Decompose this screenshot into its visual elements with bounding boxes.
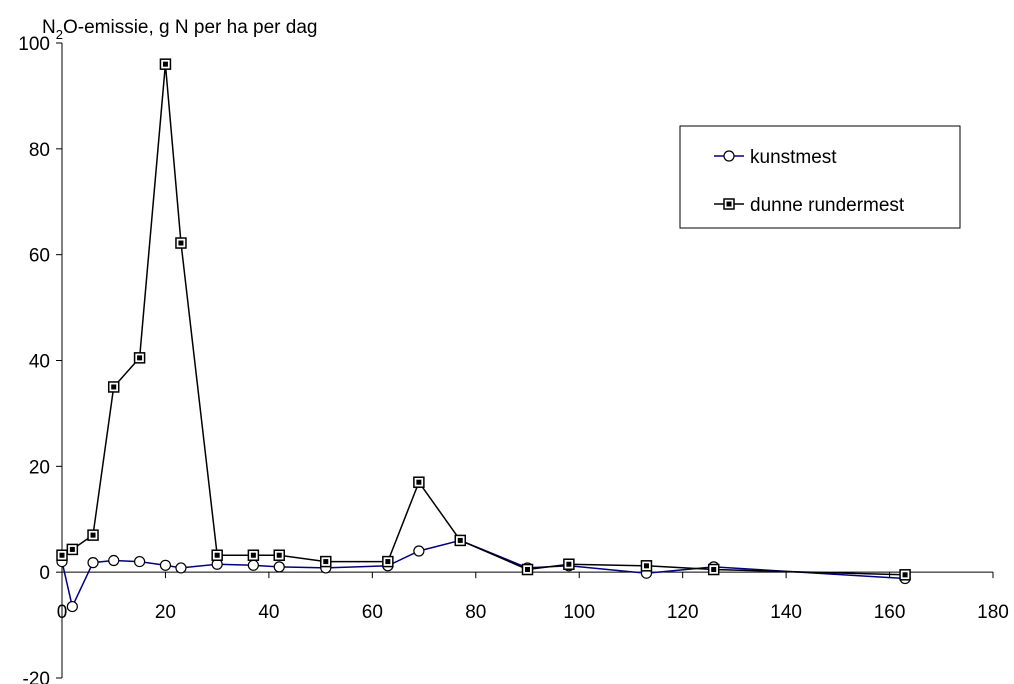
series-1 — [56, 58, 911, 581]
square-marker-fill — [276, 552, 282, 558]
square-marker-fill — [323, 559, 329, 565]
legend-box — [679, 125, 961, 229]
square-marker-fill — [137, 355, 143, 361]
square-marker-fill — [902, 572, 908, 578]
circle-marker — [413, 545, 425, 557]
square-marker-fill — [250, 552, 256, 558]
x-tick-label: 160 — [874, 602, 906, 623]
square-marker-fill — [69, 546, 75, 552]
legend-item: kunstmest — [714, 147, 837, 168]
square-marker-fill — [711, 567, 717, 573]
y-tick-label: 60 — [29, 246, 50, 267]
legend-item: dunne rundermest — [714, 195, 905, 216]
y-tick-label: -20 — [23, 669, 50, 684]
square-marker-fill — [214, 552, 220, 558]
circle-marker — [108, 554, 120, 567]
x-tick-label: 180 — [977, 602, 1009, 623]
circle-marker — [723, 150, 735, 162]
circle-marker — [159, 559, 172, 571]
circle-marker — [87, 557, 99, 569]
square-marker-fill — [457, 537, 463, 543]
y-tick-label: 0 — [39, 563, 50, 584]
x-tick-label: 40 — [258, 602, 279, 623]
square-marker-fill — [178, 240, 184, 246]
legend-label: dunne rundermest — [750, 195, 905, 216]
x-tick-label: 120 — [667, 602, 699, 623]
square-marker-fill — [162, 61, 168, 67]
square-marker-fill — [59, 552, 65, 558]
x-tick-label: 0 — [57, 602, 68, 623]
x-tick-label: 20 — [155, 602, 176, 623]
square-marker-fill — [111, 384, 117, 390]
square-marker-fill — [643, 563, 649, 569]
x-tick-label: 80 — [465, 602, 486, 623]
x-tick-label: 100 — [563, 602, 595, 623]
circle-marker — [247, 559, 259, 571]
x-tick-label: 60 — [362, 602, 383, 623]
square-marker-fill — [566, 561, 572, 567]
square-marker-fill — [525, 567, 530, 573]
x-tick-label: 140 — [770, 602, 802, 623]
legend: kunstmest dunne rundermest — [679, 125, 961, 229]
circle-marker — [175, 562, 187, 574]
circle-marker — [133, 555, 146, 568]
series — [56, 58, 911, 613]
axes: -20 0 20 40 60 80 100 0 20 40 60 80 100 120 140 160 180 — [18, 34, 1009, 684]
y-tick-label: 20 — [29, 457, 50, 478]
square-marker-fill — [726, 201, 732, 207]
y-axis-label: N2O-emissie, g N per ha per dag — [42, 17, 317, 42]
series-0 — [56, 534, 911, 613]
square-marker-fill — [416, 479, 422, 485]
square-marker-fill — [385, 559, 391, 565]
y-tick-label: 100 — [18, 34, 50, 55]
circle-marker — [66, 600, 78, 613]
y-tick-label: 40 — [29, 352, 50, 373]
y-tick-label: 80 — [29, 140, 50, 161]
square-marker-fill — [90, 532, 96, 538]
circle-marker — [273, 561, 285, 573]
legend-label: kunstmest — [750, 147, 837, 168]
